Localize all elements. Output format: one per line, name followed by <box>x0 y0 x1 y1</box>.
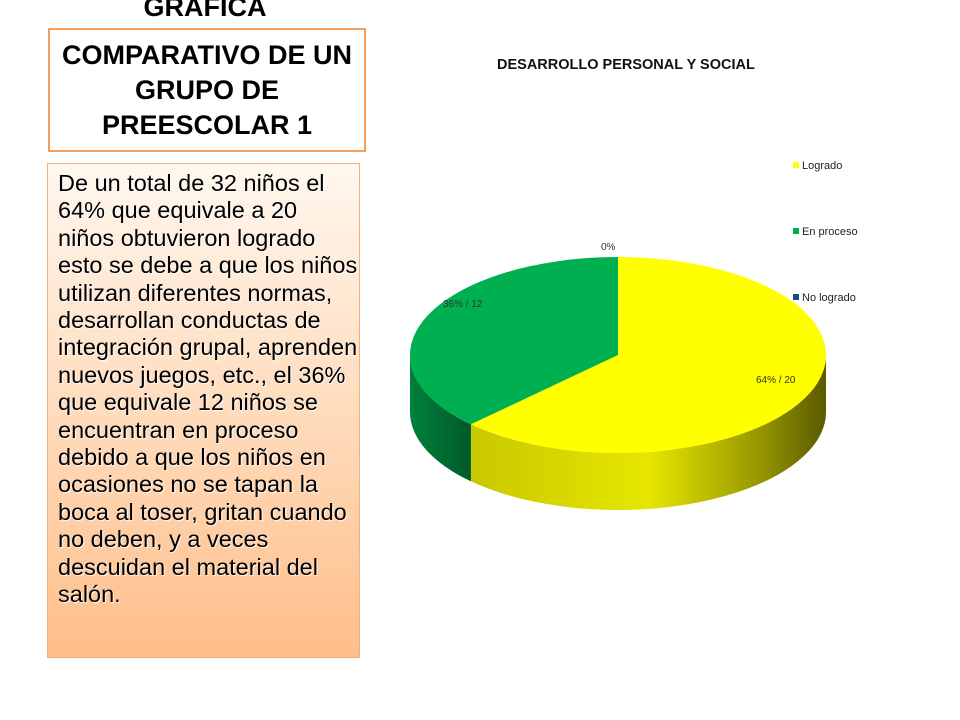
pie-side-logrado <box>470 355 826 511</box>
pie-slice-en-proceso <box>409 257 618 425</box>
description-box <box>47 163 360 658</box>
slide-title-box: COMPARATIVO DE UN GRUPO DE PREESCOLAR 1 <box>48 28 366 152</box>
legend-swatch-en-proceso <box>793 228 799 234</box>
pie-slice-logrado <box>470 257 826 453</box>
description-text: De un total de 32 niños el 64% que equiv… <box>58 170 358 608</box>
data-label-logrado: 64% / 20 <box>756 375 796 386</box>
data-label-no-logrado: 0% <box>601 242 616 253</box>
legend: Logrado En proceso No logrado <box>793 160 858 304</box>
data-labels: 64% / 20 36% / 12 0% <box>443 242 796 386</box>
slide-title: COMPARATIVO DE UN GRUPO DE PREESCOLAR 1 <box>62 40 352 140</box>
pie-layer <box>409 257 826 511</box>
data-label-en-proceso: 36% / 12 <box>443 299 483 310</box>
legend-label-no-logrado: No logrado <box>802 292 856 304</box>
pie-side-en-proceso <box>410 355 471 482</box>
slide-title-line1: GRÁFICA <box>143 0 267 22</box>
chart-title: DESARROLLO PERSONAL Y SOCIAL <box>497 57 755 73</box>
legend-swatch-no-logrado <box>793 294 799 300</box>
legend-label-logrado: Logrado <box>802 160 842 172</box>
legend-swatch-logrado <box>793 162 799 168</box>
legend-label-en-proceso: En proceso <box>802 226 858 238</box>
